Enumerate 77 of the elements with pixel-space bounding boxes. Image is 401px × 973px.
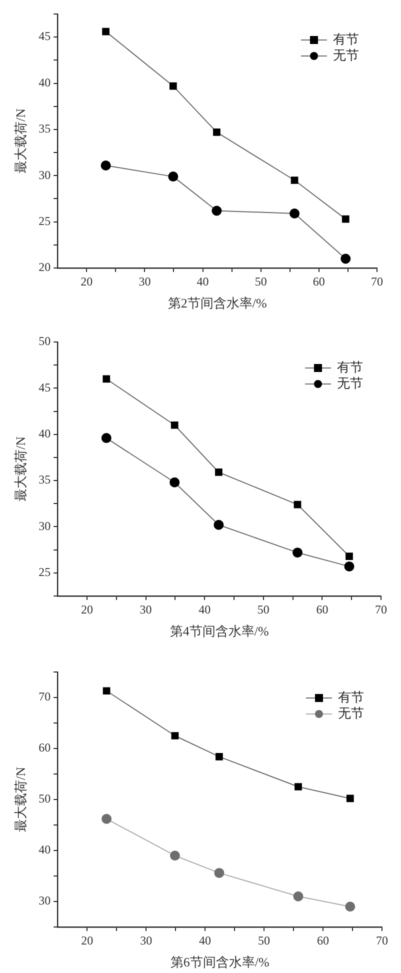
point (344, 561, 354, 572)
x-tick-label: 50 (258, 933, 270, 948)
point (345, 902, 356, 912)
x-tick-label: 40 (199, 933, 212, 948)
point (290, 208, 300, 219)
point (101, 433, 112, 444)
point (214, 520, 224, 530)
point (100, 160, 111, 170)
y-tick-label: 35 (38, 472, 51, 487)
x-tick-label: 20 (80, 274, 93, 288)
y-tick-label: 25 (38, 214, 51, 228)
x-tick-label: 50 (254, 274, 267, 288)
x-tick-label: 50 (257, 602, 270, 616)
point (342, 215, 350, 223)
point (216, 752, 223, 760)
point (294, 783, 302, 790)
x-tick-label: 60 (312, 274, 325, 288)
point (214, 868, 224, 878)
y-tick-label: 40 (38, 75, 51, 90)
y-tick-label: 45 (38, 380, 51, 394)
y-axis-title: 最大载荷/N (13, 436, 28, 502)
point (170, 477, 180, 488)
point (168, 172, 178, 182)
legend-label: 有节 (338, 689, 364, 704)
x-axis-title: 第4节间含水率/% (170, 624, 269, 639)
legend-label: 有节 (333, 31, 359, 46)
x-tick-label: 40 (196, 274, 209, 288)
x-tick-label: 30 (138, 274, 151, 288)
point (102, 814, 112, 824)
point (290, 176, 298, 184)
point (346, 552, 353, 560)
point (171, 732, 179, 740)
y-tick-label: 40 (38, 842, 51, 857)
x-axis-title: 第6节间含水率/% (170, 954, 270, 970)
point (215, 468, 222, 476)
point (169, 82, 177, 90)
legend-label: 无节 (338, 705, 364, 720)
y-tick-label: 45 (38, 29, 51, 44)
x-tick-label: 70 (371, 274, 383, 288)
x-axis-title: 第2节间含水率/% (168, 296, 267, 311)
y-tick-label: 30 (38, 894, 51, 908)
y-axis-title: 最大载荷/N (13, 766, 28, 832)
point (346, 794, 354, 802)
x-tick-label: 30 (140, 933, 152, 948)
x-tick-label: 70 (376, 933, 388, 948)
point (292, 548, 303, 558)
x-tick-label: 70 (375, 602, 387, 616)
y-tick-label: 70 (38, 690, 51, 704)
y-tick-label: 30 (38, 168, 51, 182)
y-tick-label: 35 (38, 122, 51, 136)
point (170, 421, 178, 429)
x-tick-label: 60 (316, 602, 328, 616)
point (170, 850, 180, 861)
x-tick-label: 60 (317, 933, 330, 948)
y-tick-label: 30 (38, 518, 51, 533)
y-tick-label: 50 (38, 792, 51, 806)
x-tick-label: 30 (140, 602, 152, 616)
x-tick-label: 20 (81, 602, 93, 616)
point (293, 891, 304, 902)
y-tick-label: 20 (38, 260, 51, 274)
x-tick-label: 20 (81, 933, 94, 948)
point (102, 687, 110, 695)
y-axis-title: 最大载荷/N (13, 108, 28, 174)
point (212, 206, 222, 216)
y-tick-label: 60 (38, 740, 51, 755)
point (102, 28, 110, 36)
point (294, 500, 302, 508)
y-tick-label: 40 (38, 426, 51, 441)
y-tick-label: 25 (38, 565, 51, 580)
legend-label: 有节 (337, 359, 363, 374)
legend-label: 无节 (337, 375, 363, 390)
y-tick-label: 50 (38, 334, 51, 348)
x-tick-label: 40 (198, 602, 211, 616)
point (213, 128, 220, 136)
point (340, 254, 351, 264)
legend-label: 无节 (333, 47, 359, 62)
point (102, 375, 110, 383)
